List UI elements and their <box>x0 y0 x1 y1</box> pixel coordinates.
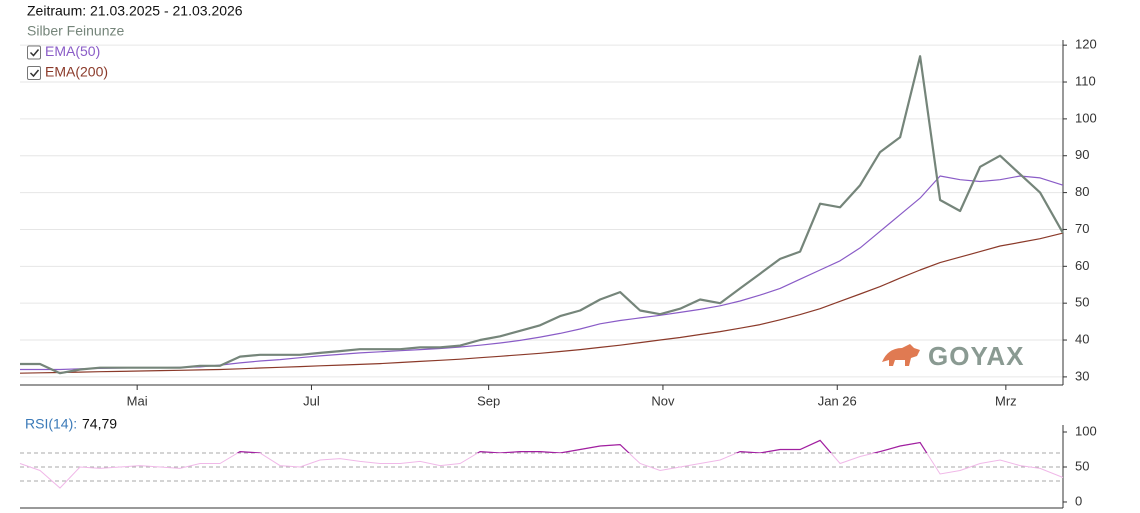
y-tick-label: 100 <box>1075 423 1097 438</box>
x-tick-label: Sep <box>477 393 500 408</box>
price-line <box>19 232 1064 374</box>
x-tick-label: Jan 26 <box>818 393 857 408</box>
logo-bull <box>882 344 920 366</box>
x-tick-label: Mai <box>127 393 148 408</box>
legend-label: Silber Feinunze <box>27 23 124 39</box>
y-tick-label: 70 <box>1075 221 1089 236</box>
checkbox[interactable] <box>27 45 41 60</box>
legend-label: EMA(200) <box>45 64 108 80</box>
y-tick-label: 40 <box>1075 331 1089 346</box>
price-line <box>20 55 1064 375</box>
rsi-line-overbought <box>236 439 928 453</box>
y-tick-label: 50 <box>1075 295 1089 310</box>
checkbox[interactable] <box>27 66 41 80</box>
checkmark[interactable] <box>29 49 40 57</box>
y-tick-label: 110 <box>1075 73 1096 88</box>
x-tick-label: Jul <box>303 393 320 408</box>
checkmark[interactable] <box>29 69 40 78</box>
rsi-label: RSI(14): <box>25 416 77 432</box>
legend-label: EMA(50) <box>45 43 100 59</box>
y-tick-label: 90 <box>1075 147 1089 162</box>
y-tick-label: 120 <box>1075 37 1097 52</box>
y-tick-label: 100 <box>1075 110 1097 125</box>
legend-checkbox[interactable] <box>27 66 41 80</box>
y-tick-label: 50 <box>1075 458 1089 473</box>
period: Zeitraum: 21.03.2025 - 21.03.2026 <box>27 3 243 19</box>
logo-text: GOYAX <box>928 341 1025 371</box>
logo: GOYAX <box>882 341 1025 371</box>
y-tick-label: 30 <box>1075 368 1089 383</box>
y-tick-label: 60 <box>1075 258 1089 273</box>
x-tick-label: Nov <box>651 393 675 408</box>
y-tick-label: 0 <box>1075 493 1082 508</box>
y-tick-label: 80 <box>1075 184 1089 199</box>
rsi-value: 74,79 <box>82 416 117 432</box>
legend-checkbox[interactable] <box>27 45 41 60</box>
x-tick-label: Mrz <box>995 393 1017 408</box>
